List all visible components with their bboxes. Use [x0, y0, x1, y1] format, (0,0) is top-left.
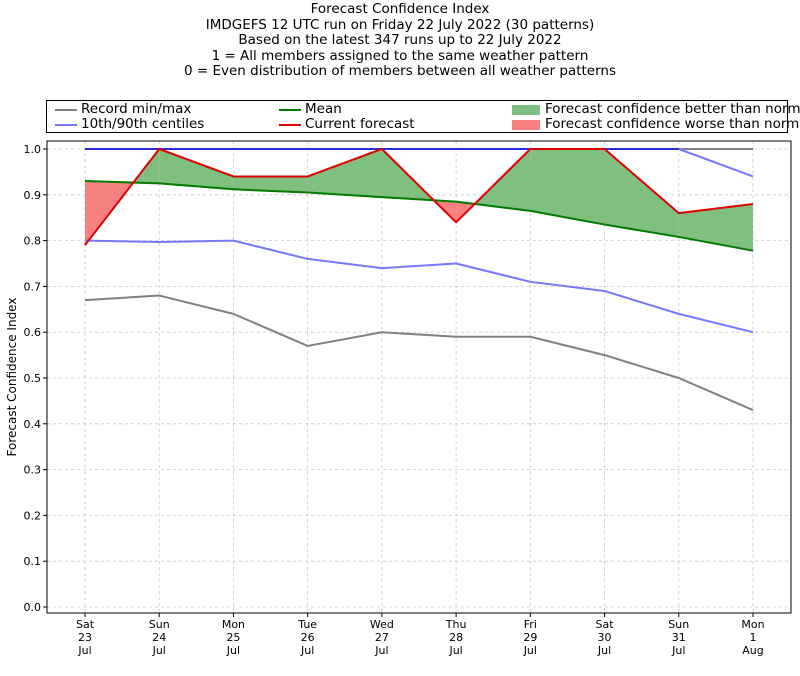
current-forecast-line — [84, 148, 754, 246]
y-tick-label: 0.5 — [24, 372, 42, 385]
x-tick-label: Tue — [297, 618, 317, 631]
y-tick-label: 0.4 — [24, 418, 42, 431]
y-tick-label: 0.2 — [24, 509, 42, 522]
x-tick-label: Mon — [741, 618, 764, 631]
legend-record-label: Record min/max — [81, 101, 192, 117]
chart-title: Forecast Confidence Index — [310, 1, 490, 17]
chart-subtitle-run: IMDGEFS 12 UTC run on Friday 22 July 202… — [205, 16, 595, 33]
x-tick-label: Wed — [370, 618, 394, 631]
x-tick-label: Fri — [524, 618, 537, 631]
legend-current-swatch — [279, 124, 301, 126]
x-tick-label: Sun — [149, 618, 170, 631]
legend-centiles-label: 10th/90th centiles — [81, 116, 205, 132]
x-tick-label: 23 — [78, 631, 92, 644]
y-tick-label: 0.0 — [24, 601, 42, 614]
x-tick-label: Jul — [671, 644, 685, 657]
y-tick-label: 0.6 — [24, 326, 42, 339]
chart-subtitle-runs: Based on the latest 347 runs up to 22 Ju… — [238, 32, 562, 48]
centile-10th-line — [84, 239, 754, 334]
x-tick-label: 31 — [672, 631, 686, 644]
x-tick-label: Jul — [77, 644, 91, 657]
legend-mean-label: Mean — [305, 101, 342, 117]
record-min-line — [84, 294, 754, 411]
confidence-better-area — [678, 203, 753, 251]
x-tick-label: 24 — [152, 631, 166, 644]
confidence-better-area — [474, 149, 531, 211]
x-tick-label: Aug — [742, 644, 763, 657]
mean-line — [84, 180, 754, 252]
x-tick-label: Jul — [300, 644, 314, 657]
x-tick-label: 25 — [226, 631, 240, 644]
legend-better-label: Forecast confidence better than normal — [545, 101, 800, 117]
chart-title-block: Forecast Confidence Index IMDGEFS 12 UTC… — [0, 1, 800, 80]
y-tick-label: 0.7 — [24, 280, 42, 293]
legend-worse-swatch — [512, 120, 540, 130]
legend-current-label: Current forecast — [305, 116, 415, 132]
x-tick-label: Jul — [448, 644, 462, 657]
y-axis-label: Forecast Confidence Index — [5, 298, 19, 457]
x-tick-label: Jul — [226, 644, 240, 657]
y-tick-label: 0.9 — [24, 189, 42, 202]
confidence-better-area — [530, 149, 605, 225]
x-tick-label: 1 — [750, 631, 757, 644]
plot-frame — [46, 140, 792, 614]
confidence-better-area — [604, 149, 679, 237]
y-tick-label: 1.0 — [24, 143, 42, 156]
chart-subtitle-scale-max: 1 = All members assigned to the same wea… — [211, 47, 589, 64]
legend-worse-label: Forecast confidence worse than normal — [545, 116, 800, 132]
x-tick-label: 27 — [375, 631, 389, 644]
chart-legend: Record min/max 10th/90th centiles Mean C… — [46, 100, 800, 133]
x-tick-label: Sun — [668, 618, 689, 631]
legend-mean-swatch — [279, 109, 301, 111]
confidence-better-area — [307, 149, 382, 198]
legend-centiles-swatch — [55, 124, 77, 126]
confidence-better-area — [233, 176, 308, 193]
y-tick-label: 0.8 — [24, 235, 42, 248]
x-tick-label: 26 — [301, 631, 315, 644]
chart-subtitle-scale-min: 0 = Even distribution of members between… — [183, 63, 617, 79]
x-tick-label: 28 — [449, 631, 463, 644]
x-tick-label: Sat — [76, 618, 95, 631]
x-tick-label: Jul — [597, 644, 611, 657]
legend-record-swatch — [55, 109, 77, 111]
confidence-better-area — [159, 149, 234, 190]
y-tick-label: 0.1 — [24, 555, 42, 568]
x-tick-label: 29 — [523, 631, 537, 644]
y-tick-label: 0.3 — [24, 464, 42, 477]
x-tick-label: 30 — [598, 631, 612, 644]
x-tick-label: Jul — [374, 644, 388, 657]
x-tick-label: Jul — [152, 644, 166, 657]
x-tick-label: Mon — [222, 618, 245, 631]
x-tick-label: Thu — [445, 618, 467, 631]
legend-better-swatch — [512, 105, 540, 115]
x-tick-label: Sat — [596, 618, 615, 631]
x-tick-label: Jul — [523, 644, 537, 657]
